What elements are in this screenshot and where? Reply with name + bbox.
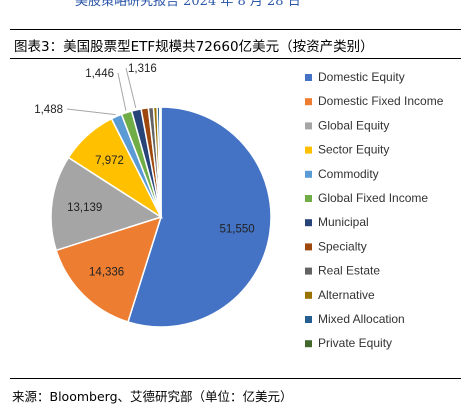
data-labels: 51,550 14,336 13,139 7,972 1,488 1,446 1,316 <box>34 63 254 279</box>
slice-global-equity <box>50 156 163 252</box>
source-note: 来源：Bloomberg、艾德研究部（单位：亿美元） <box>12 389 293 404</box>
leader-line-global-fixed-income <box>117 72 127 111</box>
pie-slices <box>50 106 272 328</box>
legend-swatch-municipal <box>305 219 312 227</box>
legend-swatch-sector-equity <box>305 146 312 154</box>
legend-label-global-equity: Global Equity <box>318 118 389 132</box>
legend-swatch-alternative <box>305 291 312 299</box>
leader-line-municipal <box>125 67 137 109</box>
data-label-municipal: 1,316 <box>128 63 157 75</box>
data-label-domestic-fixed-income: 14,336 <box>89 267 124 279</box>
slice-domestic-equity <box>127 106 272 328</box>
legend-label-domestic-fixed-income: Domestic Fixed Income <box>318 94 444 108</box>
leader-lines <box>66 67 137 116</box>
legend-label-commodity: Commodity <box>318 167 379 181</box>
legend-label-alternative: Alternative <box>318 288 375 302</box>
legend-label-sector-equity: Sector Equity <box>318 143 389 157</box>
legend-swatch-global-equity <box>305 122 312 130</box>
legend-label-domestic-equity: Domestic Equity <box>318 70 405 84</box>
legend-swatch-domestic-fixed-income <box>305 98 312 106</box>
legend-swatch-private-equity <box>305 340 312 348</box>
data-label-commodity: 1,488 <box>34 104 63 116</box>
legend-swatch-specialty <box>305 243 312 251</box>
slice-domestic-fixed-income <box>55 215 163 323</box>
leader-line-commodity <box>66 108 116 116</box>
data-label-global-fixed-income: 1,446 <box>85 68 114 80</box>
legend-swatch-domestic-equity <box>305 74 312 81</box>
report-header: 美股策略研究报告 2024 年 8 月 28 日 <box>75 0 301 9</box>
legend: Domestic Equity Domestic Fixed Income Glob… <box>305 70 444 350</box>
legend-label-private-equity: Private Equity <box>318 336 392 350</box>
legend-label-specialty: Specialty <box>318 239 367 253</box>
legend-label-global-fixed-income: Global Fixed Income <box>318 191 428 205</box>
legend-swatch-global-fixed-income <box>305 195 312 202</box>
slice-private-equity <box>158 106 162 218</box>
title-rule <box>10 58 461 59</box>
legend-swatch-real-estate <box>305 267 312 275</box>
legend-label-real-estate: Real Estate <box>318 264 380 278</box>
legend-swatch-mixed-allocation <box>305 316 312 323</box>
data-label-global-equity: 13,139 <box>67 202 102 214</box>
data-label-sector-equity: 7,972 <box>95 155 124 167</box>
source-rule <box>10 378 461 379</box>
top-rule <box>10 29 461 30</box>
legend-swatch-commodity <box>305 170 312 178</box>
pie-chart: 51,550 14,336 13,139 7,972 1,488 1,446 1,316 D… <box>34 63 444 350</box>
legend-label-mixed-allocation: Mixed Allocation <box>318 312 405 326</box>
data-label-domestic-equity: 51,550 <box>220 224 255 236</box>
legend-label-municipal: Municipal <box>318 215 369 229</box>
figure-title: 图表3：美国股票型ETF规模共72660亿美元（按资产类别） <box>14 39 374 55</box>
